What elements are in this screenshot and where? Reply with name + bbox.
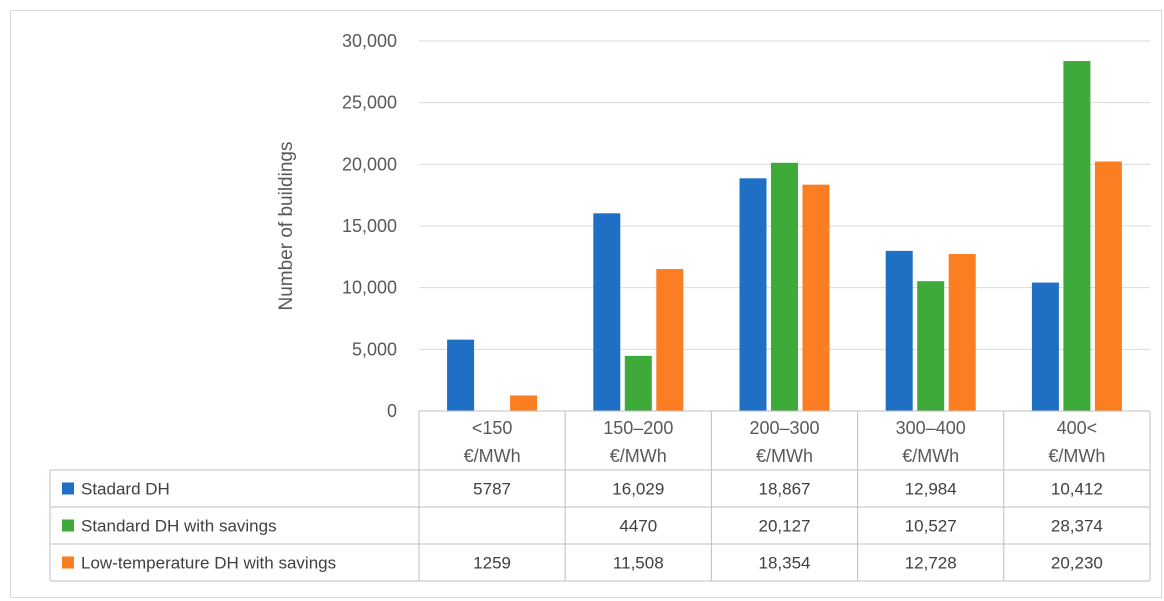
y-tick-label: 20,000 — [342, 154, 397, 174]
x-tick-label: €/MWh — [610, 446, 667, 466]
data-label: 10,527 — [905, 517, 957, 536]
y-tick-label: 25,000 — [342, 93, 397, 113]
data-label: 12,984 — [905, 480, 957, 499]
bar-1 — [1031, 282, 1059, 411]
y-axis-title: Number of buildings — [276, 142, 297, 311]
data-label: 18,867 — [759, 480, 811, 499]
bar-3 — [510, 395, 538, 411]
legend-key-2 — [62, 519, 74, 532]
x-tick-label: 200–300 — [749, 418, 819, 438]
legend-label: Stadard DH — [81, 480, 170, 499]
bar-3 — [1094, 161, 1122, 411]
bar-2 — [917, 281, 945, 411]
bar-3 — [802, 184, 830, 411]
data-label: 18,354 — [759, 554, 811, 573]
bar-3 — [948, 254, 976, 411]
x-tick-label: <150 — [472, 418, 513, 438]
x-tick-label: 400< — [1057, 418, 1098, 438]
y-tick-label: 15,000 — [342, 216, 397, 236]
legend-key-3 — [62, 556, 74, 569]
bar-2 — [1063, 61, 1091, 411]
legend-label: Low-temperature DH with savings — [81, 554, 336, 573]
y-tick-label: 10,000 — [342, 278, 397, 298]
bar-2 — [771, 162, 798, 411]
bar-1 — [447, 339, 475, 411]
legend-label: Standard DH with savings — [81, 517, 277, 536]
data-label: 12,728 — [905, 554, 957, 573]
data-label: 5787 — [473, 480, 511, 499]
x-tick-label: €/MWh — [464, 446, 521, 466]
bar-3 — [656, 269, 684, 411]
legend-key-1 — [62, 482, 74, 495]
bar-1 — [739, 178, 767, 411]
data-label: 28,374 — [1051, 517, 1103, 536]
data-label: 10,412 — [1051, 480, 1103, 499]
y-tick-label: 30,000 — [342, 31, 397, 51]
data-label: 4470 — [619, 517, 657, 536]
y-tick-label: 0 — [387, 401, 397, 421]
data-label: 20,230 — [1051, 554, 1103, 573]
x-tick-label: €/MWh — [756, 446, 813, 466]
bar-2 — [624, 355, 652, 411]
chart-frame — [10, 10, 1162, 598]
data-label: 16,029 — [612, 480, 664, 499]
x-tick-label: 150–200 — [603, 418, 673, 438]
data-label: 20,127 — [759, 517, 811, 536]
data-label: 11,508 — [613, 554, 664, 573]
y-tick-label: 5,000 — [352, 339, 397, 359]
data-label: 1259 — [473, 554, 511, 573]
x-tick-label: 300–400 — [896, 418, 966, 438]
bar-1 — [885, 250, 913, 411]
bar-1 — [593, 213, 621, 411]
x-tick-label: €/MWh — [1048, 446, 1105, 466]
x-tick-label: €/MWh — [902, 446, 959, 466]
